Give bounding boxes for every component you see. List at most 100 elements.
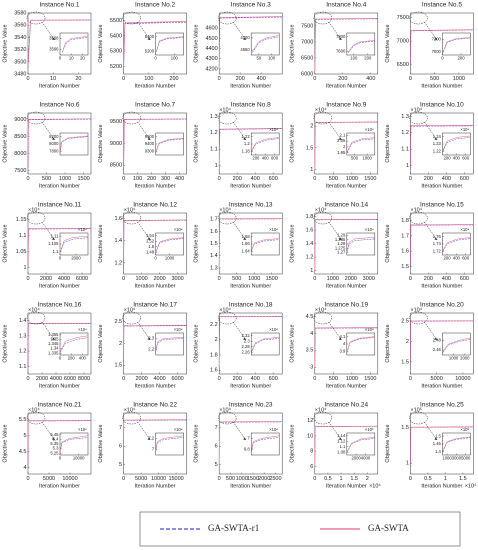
y-tick-label: 1.8 (401, 218, 409, 224)
inset-line (251, 137, 280, 151)
zoom-marker (313, 311, 333, 325)
x-tick-label: 8000 (78, 376, 90, 382)
y-tick-label: 1.64 (242, 248, 251, 253)
zoom-arrowhead (338, 437, 342, 440)
y-tick-label: 1.275 (335, 245, 346, 250)
y-tick-label: 9500 (110, 119, 122, 125)
zoom-arrow (424, 321, 437, 340)
x-tick-label: 300 (161, 176, 170, 182)
x-axis-label: Iteration Number (135, 383, 176, 389)
x-tick-label: 1000 (59, 176, 71, 182)
y-tick-label: 4600 (205, 26, 217, 32)
x-tick-label: 200 (444, 156, 452, 161)
zoom-marker (122, 311, 141, 325)
legend-label: GA-SWTA (368, 523, 409, 533)
zoom-marker (26, 411, 46, 425)
x-tick-label: 0 (313, 476, 316, 482)
inset-line (442, 436, 471, 452)
x-axis-label: Iteration Number (421, 283, 462, 289)
inset-line (60, 235, 89, 252)
x-tick-label: 500 (329, 376, 338, 382)
chart-title: Instance No.24 (324, 402, 368, 409)
y-multiplier: ×10⁴ (78, 327, 87, 332)
zoom-arrow (41, 321, 55, 340)
inset-frame (155, 32, 184, 56)
y-tick-label: 1.95 (337, 150, 346, 155)
y-multiplier: ×10⁴ (365, 327, 374, 332)
zoom-arrow (424, 421, 437, 440)
inset-frame (250, 32, 280, 56)
inset-line (442, 137, 471, 152)
inset-line (60, 335, 89, 352)
y-axis-label: Objective Value (385, 224, 391, 262)
x-tick-label: 400 (262, 156, 270, 161)
y-tick-label: 1.5 (401, 359, 409, 365)
y-tick-label: 1.5 (306, 145, 314, 151)
x-axis-label: Iteration Number (135, 183, 176, 189)
y-tick-label: 7500 (301, 23, 313, 29)
zoom-marker (409, 111, 428, 125)
x-tick-label: 0 (154, 256, 157, 261)
chart-title: Instance No.19 (324, 302, 368, 309)
y-tick-label: 1.4 (435, 449, 441, 454)
y-tick-label: 4200 (205, 66, 217, 72)
x-axis-label: Iteration Number (230, 483, 271, 489)
chart-title: Instance No.23 (229, 402, 273, 409)
inset-line (348, 40, 375, 53)
inset-frame (346, 432, 376, 456)
x-tick-label: 200 (458, 56, 466, 61)
zoom-arrowhead (52, 437, 55, 440)
x-tick-label: 200 (424, 176, 433, 182)
zoom-marker (313, 411, 333, 425)
x-axis-label: Iteration Number (39, 483, 80, 489)
y-axis-label: Objective Value (289, 424, 295, 462)
y-tick-label: 1.1 (19, 233, 27, 239)
x-axis-label: Iteration Number (135, 483, 176, 489)
x-tick-label: 0 (26, 476, 29, 482)
inset-line (442, 337, 471, 353)
series-line (218, 421, 283, 465)
y-tick-label: 1.2 (114, 260, 122, 266)
series-line (123, 118, 187, 170)
series-line (314, 18, 378, 71)
x-tick-label: 0 (409, 76, 412, 82)
x-tick-label: 0 (313, 376, 316, 382)
y-tick-label: 1.335 (48, 350, 59, 355)
y-tick-label: 1.5 (114, 363, 122, 369)
zoom-marker (217, 11, 237, 25)
y-multiplier: ×10⁴ (315, 206, 327, 213)
x-tick-label: 1000 (346, 176, 358, 182)
y-tick-label: 1.7 (210, 217, 218, 223)
y-tick-label: 1.3 (210, 114, 218, 120)
y-tick-label: 1.1 (210, 147, 218, 153)
y-tick-label: 5.4 (53, 437, 59, 442)
x-tick-label: 0 (441, 56, 444, 61)
y-tick-label: 7800 (49, 148, 59, 153)
inset-line (346, 236, 375, 252)
y-tick-label: 1.8 (306, 214, 314, 220)
x-tick-label: 0 (59, 456, 62, 461)
x-axis-label: Iteration Number (135, 83, 176, 89)
x-tick-label: 1500 (266, 276, 278, 282)
y-tick-label: 2.05 (337, 138, 346, 143)
y-tick-label: 1.28 (337, 241, 346, 246)
y-tick-label: 5.45 (50, 432, 59, 437)
inset-line (59, 136, 89, 154)
x-axis-label: Iteration Number (39, 283, 80, 289)
zoom-arrowhead (52, 137, 55, 140)
series-line (218, 16, 283, 69)
x-tick-label: 6000 (64, 376, 76, 382)
chart-title: Instance No.13 (229, 202, 273, 209)
x-tick-label: 500 (351, 156, 359, 161)
y-tick-label: 2 (119, 341, 122, 347)
y-multiplier: ×10⁴ (219, 206, 231, 213)
zoom-arrowhead (243, 237, 247, 240)
y-tick-label: 7500 (397, 15, 409, 21)
inset-frame (155, 132, 184, 156)
y-tick-label: 9400 (145, 141, 155, 146)
series-line (314, 327, 378, 368)
y-multiplier: ×10⁴ (174, 327, 183, 332)
zoom-arrow (424, 121, 437, 140)
chart-title: Instance No.16 (38, 302, 82, 309)
x-tick-label: 0 (26, 76, 29, 82)
